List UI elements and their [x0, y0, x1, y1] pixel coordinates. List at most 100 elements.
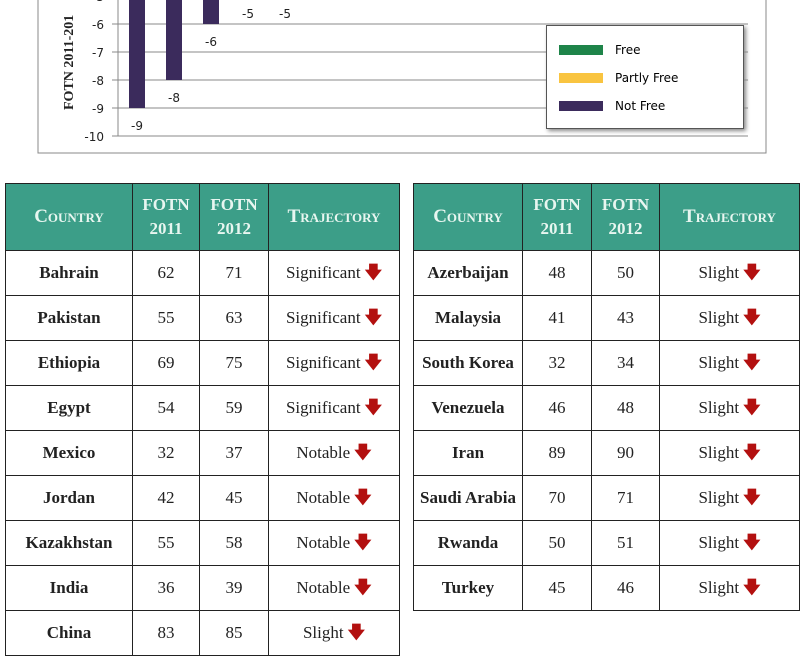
trajectory-cell: Significant 🡇 [268, 340, 400, 386]
table-row: China 83 85 Slight 🡇 [5, 610, 400, 656]
fotn-2011-cell: 62 [132, 250, 200, 296]
trajectory-label: Slight [698, 443, 740, 462]
fotn-2012-cell: 48 [591, 385, 660, 431]
trajectory-label: Notable [296, 488, 351, 507]
fotn-2011-cell: 41 [522, 295, 592, 341]
fotn-2012-cell: 43 [591, 295, 660, 341]
country-cell: Kazakhstan [5, 520, 133, 566]
trajectory-cell: Significant 🡇 [268, 295, 400, 341]
fotn-2012-cell: 63 [199, 295, 269, 341]
fotn-2011-cell: 48 [522, 250, 592, 296]
bar-data-label: -6 [205, 35, 217, 49]
trajectory-cell: Notable 🡇 [268, 475, 400, 521]
trajectory-cell: Notable 🡇 [268, 565, 400, 611]
fotn-2011-cell: 46 [522, 385, 592, 431]
fotn-2011-cell: 70 [522, 475, 592, 521]
fotn-2012-cell: 51 [591, 520, 660, 566]
country-cell: Malaysia [413, 295, 523, 341]
bar-data-label: -5 [279, 7, 291, 21]
header-trajectory: Trajectory [268, 183, 400, 251]
trajectory-cell: Slight 🡇 [268, 610, 400, 656]
chart-legend: Free Partly Free Not Free [546, 25, 744, 129]
legend-item-partly-free: Partly Free [559, 71, 678, 85]
country-cell: China [5, 610, 133, 656]
trajectory-cell: Notable 🡇 [268, 520, 400, 566]
down-arrow-icon: 🡇 [743, 488, 761, 507]
bar [129, 0, 145, 108]
trajectory-label: Significant [285, 263, 361, 282]
fotn-2012-cell: 34 [591, 340, 660, 386]
table-row: Azerbaijan 48 50 Slight 🡇 [413, 250, 800, 296]
fotn-2012-cell: 45 [199, 475, 269, 521]
down-arrow-icon: 🡇 [354, 443, 372, 462]
legend-label: Partly Free [615, 71, 679, 85]
down-arrow-icon: 🡇 [354, 488, 372, 507]
legend-item-free: Free [559, 43, 640, 57]
y-tick-label: -6 [92, 18, 104, 32]
trajectory-label: Slight [698, 578, 740, 597]
trajectory-cell: Slight 🡇 [659, 565, 800, 611]
fotn-2011-cell: 55 [132, 520, 200, 566]
fotn-2012-cell: 59 [199, 385, 269, 431]
y-tick-label: -9 [92, 102, 104, 116]
trajectory-label: Notable [296, 443, 351, 462]
legend-label: Free [615, 43, 641, 57]
country-cell: Mexico [5, 430, 133, 476]
fotn-2012-cell: 50 [591, 250, 660, 296]
country-cell: South Korea [413, 340, 523, 386]
fotn-2011-cell: 36 [132, 565, 200, 611]
table-row: India 36 39 Notable 🡇 [5, 565, 400, 611]
country-cell: Jordan [5, 475, 133, 521]
header-fotn-2011: FOTN 2011 [522, 183, 592, 251]
table-row: Saudi Arabia 70 71 Slight 🡇 [413, 475, 800, 521]
trajectory-cell: Slight 🡇 [659, 340, 800, 386]
fotn-2012-cell: 71 [591, 475, 660, 521]
table-row: Ethiopia 69 75 Significant 🡇 [5, 340, 400, 386]
trajectory-cell: Notable 🡇 [268, 430, 400, 476]
trajectory-label: Notable [296, 578, 351, 597]
country-cell: India [5, 565, 133, 611]
bar [203, 0, 219, 24]
trajectory-label: Slight [698, 533, 740, 552]
down-arrow-icon: 🡇 [364, 308, 383, 327]
country-cell: Turkey [413, 565, 523, 611]
fotn-2012-cell: 39 [199, 565, 269, 611]
country-cell: Venezuela [413, 385, 523, 431]
legend-swatch [559, 73, 603, 83]
trajectory-cell: Slight 🡇 [659, 430, 800, 476]
legend-item-not-free: Not Free [559, 99, 665, 113]
down-arrow-icon: 🡇 [354, 533, 372, 552]
fotn-2011-cell: 54 [132, 385, 200, 431]
legend-swatch [559, 101, 603, 111]
table-row: Egypt 54 59 Significant 🡇 [5, 385, 400, 431]
left-table: Country FOTN 2011 FOTN 2012 Trajectory B… [5, 183, 400, 656]
trajectory-cell: Slight 🡇 [659, 385, 800, 431]
header-fotn-2012: FOTN 2012 [199, 183, 269, 251]
country-cell: Saudi Arabia [413, 475, 523, 521]
trajectory-label: Significant [285, 353, 361, 372]
fotn-2011-cell: 55 [132, 295, 200, 341]
right-table: Country FOTN 2011 FOTN 2012 Trajectory A… [413, 183, 800, 611]
table-row: Rwanda 50 51 Slight 🡇 [413, 520, 800, 566]
country-cell: Azerbaijan [413, 250, 523, 296]
fotn-2011-cell: 83 [132, 610, 200, 656]
header-fotn-2011: FOTN 2011 [132, 183, 200, 251]
fotn-2012-cell: 46 [591, 565, 660, 611]
down-arrow-icon: 🡇 [743, 398, 761, 417]
down-arrow-icon: 🡇 [743, 308, 761, 327]
bar-data-label: -5 [242, 7, 254, 21]
trajectory-cell: Significant 🡇 [268, 385, 400, 431]
table-row: Turkey 45 46 Slight 🡇 [413, 565, 800, 611]
country-cell: Ethiopia [5, 340, 133, 386]
country-cell: Egypt [5, 385, 133, 431]
bar-data-label: -9 [131, 119, 143, 133]
table-row: Bahrain 62 71 Significant 🡇 [5, 250, 400, 296]
header-fotn-2012: FOTN 2012 [591, 183, 660, 251]
fotn-2011-cell: 32 [522, 340, 592, 386]
y-tick-label: -10 [84, 130, 104, 144]
fotn-2011-cell: 42 [132, 475, 200, 521]
trajectory-label: Slight [698, 398, 740, 417]
fotn-2012-cell: 37 [199, 430, 269, 476]
y-tick-label: -8 [92, 74, 104, 88]
table-row: Mexico 32 37 Notable 🡇 [5, 430, 400, 476]
